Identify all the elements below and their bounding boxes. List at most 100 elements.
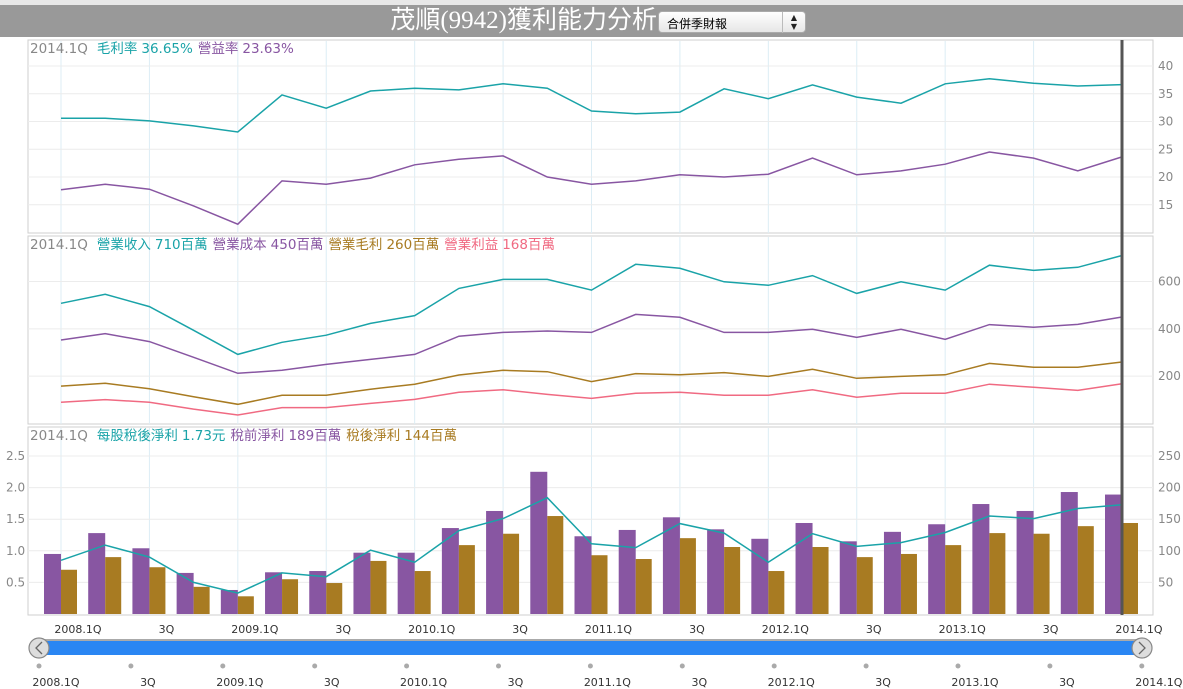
bar-pretax-income[interactable] [1016,510,1034,614]
bar-pretax-income[interactable] [353,552,371,614]
navigator-right-handle[interactable] [1131,637,1153,659]
line-gross-margin[interactable] [61,78,1123,133]
bar-net-income[interactable] [237,596,254,614]
navigator-left-handle[interactable] [28,637,50,659]
bar-net-income[interactable] [768,571,785,614]
bar-pretax-income[interactable] [751,538,769,614]
line-operating-margin[interactable] [60,151,1123,226]
bar-pretax-income[interactable] [309,571,327,614]
bar-net-income[interactable] [635,559,652,614]
navigator-dot [1139,663,1145,669]
bar-pretax-income[interactable] [618,529,636,614]
line-gross-profit[interactable] [60,361,1123,406]
navigator-dot [128,663,134,669]
bar-pretax-income[interactable] [486,510,504,614]
bar-net-income[interactable] [724,547,741,614]
bar-net-income[interactable] [61,569,77,614]
bar-pretax-income[interactable] [1060,492,1078,614]
report-type-select[interactable]: 合併季財報 ▲ ▼ [658,11,806,33]
bar-pretax-income[interactable] [707,529,725,614]
legend-label: 營業收入 [97,237,151,253]
legend-value: 23.63% [242,41,294,57]
bar-net-income[interactable] [105,557,122,614]
y-tick-label: 30 [1158,115,1173,129]
legend-value: 1.73元 [182,428,226,444]
bar-net-income[interactable] [458,545,475,614]
legend-period: 2014.1Q [30,237,88,253]
bar-pretax-income[interactable] [441,528,459,614]
bar-pretax-income[interactable] [883,531,901,614]
bar-pretax-income[interactable] [530,471,548,614]
bar-net-income[interactable] [812,547,829,614]
up-down-arrows-icon: ▲ ▼ [782,12,805,33]
handle-circle[interactable] [28,637,50,659]
navigator-label: 2012.1Q [768,676,815,689]
bar-net-income[interactable] [547,516,564,614]
bar-pretax-income[interactable] [397,552,415,614]
bar-pretax-income[interactable] [839,541,857,614]
bar-net-income[interactable] [900,553,917,614]
legend-label: 營益率 [198,40,239,57]
bar-net-income[interactable] [679,538,696,614]
bar-net-income[interactable] [282,579,299,614]
bar-net-income[interactable] [149,567,166,614]
navigator-range[interactable] [42,641,1140,655]
bar-net-income[interactable] [370,560,387,614]
bar-net-income[interactable] [414,571,431,614]
line-revenue[interactable] [60,254,1123,356]
bar-net-income[interactable] [591,555,608,614]
bar-net-income[interactable] [193,586,210,614]
line-operating-income[interactable] [60,383,1123,416]
bar-net-income[interactable] [1033,533,1050,614]
bar-net-income[interactable] [326,583,343,614]
navigator-label: 3Q [1059,676,1075,689]
x-tick-label: 2014.1Q [1115,623,1162,636]
bar-pretax-income[interactable] [574,536,592,614]
navigator-label: 3Q [508,676,524,689]
bar-pretax-income[interactable] [662,517,680,614]
legend-value: 260百萬 [386,237,439,253]
y-tick-label-left: 1.0 [6,544,25,558]
line-operating-cost[interactable] [60,313,1123,375]
legend-label: 營業毛利 [328,237,382,253]
header-bar: 茂順(9942)獲利能力分析 [0,5,1183,37]
legend-label: 營業成本 [213,237,267,253]
bar-net-income[interactable] [856,557,873,614]
navigator-label: 3Q [324,676,340,689]
x-tick-label: 2012.1Q [762,623,809,636]
bar-pretax-income[interactable] [972,504,990,614]
y-tick-label: 35 [1158,87,1173,101]
bar-pretax-income[interactable] [132,548,150,614]
y-tick-label: 600 [1158,275,1181,289]
x-tick-label: 3Q [512,623,528,636]
bar-net-income[interactable] [1121,522,1138,614]
y-tick-label: 150 [1158,512,1181,526]
legend-label: 每股稅後淨利 [97,428,178,444]
report-type-value: 合併季財報 [667,17,728,31]
y-tick-label: 20 [1158,170,1173,184]
line-eps[interactable] [60,496,1123,594]
bar-pretax-income[interactable] [1104,494,1122,614]
navigator-label: 2011.1Q [584,676,631,689]
y-tick-label-left: 0.5 [6,575,25,589]
bar-pretax-income[interactable] [44,553,61,614]
bar-pretax-income[interactable] [928,524,946,614]
y-tick-label: 40 [1158,59,1173,73]
navigator-dot [312,663,318,669]
handle-circle[interactable] [1131,637,1153,659]
bar-net-income[interactable] [503,533,520,614]
bar-pretax-income[interactable] [176,572,194,614]
x-tick-label: 2011.1Q [585,623,632,636]
bar-pretax-income[interactable] [88,533,106,614]
navigator-dot [771,663,777,669]
bar-pretax-income[interactable] [795,522,813,614]
bar-pretax-income[interactable] [220,589,238,614]
bar-pretax-income[interactable] [265,572,283,614]
navigator-dot [1047,663,1053,669]
legend-3: 2014.1Q 每股稅後淨利 1.73元 稅前淨利 189百萬 稅後淨利 144百萬 [30,427,457,444]
bar-net-income[interactable] [945,545,962,614]
bar-net-income[interactable] [1077,526,1094,614]
bar-net-income[interactable] [989,533,1006,614]
x-tick-label: 2009.1Q [231,623,278,636]
x-tick-label: 3Q [159,623,175,636]
